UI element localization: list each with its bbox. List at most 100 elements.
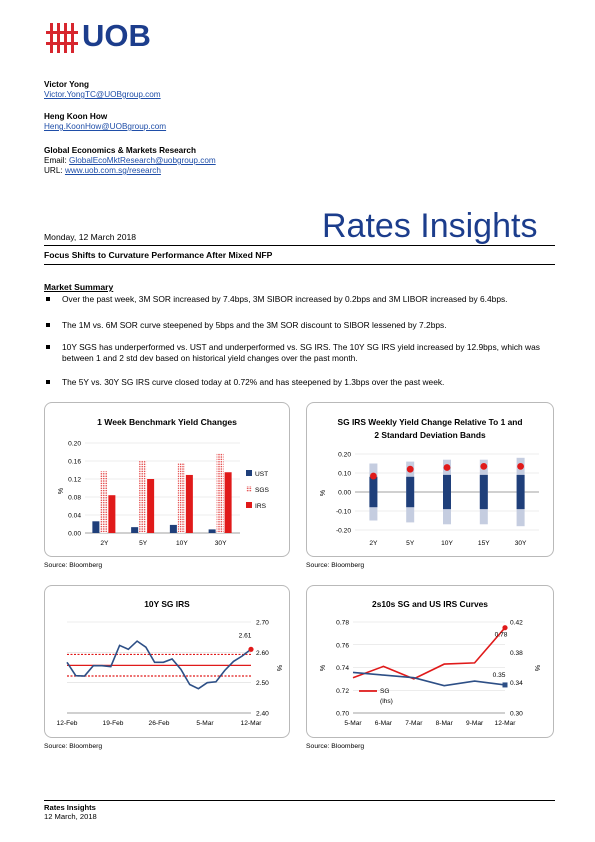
y-tick-label: -0.20 xyxy=(336,528,351,535)
footer-title: Rates Insights xyxy=(44,803,96,812)
last-point-sg xyxy=(502,625,508,631)
y-tick-label: 0.20 xyxy=(338,452,351,459)
last-point-us xyxy=(502,682,508,688)
subtitle-rule xyxy=(44,264,555,265)
x-tick-label: 9-Mar xyxy=(466,720,484,727)
y-tick-label: 2.70 xyxy=(256,620,269,627)
band-1sd xyxy=(479,474,488,510)
benchmark-yield-svg: 1 Week Benchmark Yield Changes 0.00 0.04 0.… xyxy=(58,417,270,547)
x-tick-label: 30Y xyxy=(215,540,227,547)
bullet-text: Over the past week, 3M SOR increased by … xyxy=(62,294,508,304)
author-name: Heng Koon How xyxy=(44,112,108,121)
author-email-link[interactable]: Victor.YongTC@UOBgroup.com xyxy=(44,90,161,99)
chart-title: 10Y SG IRS xyxy=(144,599,190,609)
url-label: URL: xyxy=(44,166,65,175)
2s10s-svg: 2s10s SG and US IRS Curves 0.70 0.72 0.74 0.… xyxy=(320,599,540,727)
source-note: Source: Bloomberg xyxy=(306,743,365,750)
x-tick-label: 19-Feb xyxy=(103,720,124,727)
bar-ust xyxy=(169,524,177,533)
irs-series-line xyxy=(66,640,252,690)
chart-irs-bands: SG IRS Weekly Yield Change Relative To 1… xyxy=(306,402,554,557)
title-rule xyxy=(44,245,555,246)
summary-heading: Market Summary xyxy=(44,282,114,292)
yield-change-point xyxy=(370,472,377,480)
y-tick-label: 0.00 xyxy=(68,531,81,538)
summary-bullet: Over the past week, 3M SOR increased by … xyxy=(44,294,554,305)
y-tick-label-left: 0.74 xyxy=(336,665,349,672)
chart-title: 1 Week Benchmark Yield Changes xyxy=(97,417,237,427)
bar-irs xyxy=(185,474,193,533)
x-tick-label: 5Y xyxy=(139,540,148,547)
bar-ust xyxy=(208,529,216,533)
legend-swatch xyxy=(246,502,252,508)
bar-irs xyxy=(108,495,116,533)
bar-irs xyxy=(147,479,155,533)
x-tick-label: 5Y xyxy=(406,540,415,547)
y-tick-label: 0.08 xyxy=(68,495,81,502)
legend-label: UST xyxy=(255,471,268,478)
source-note: Source: Bloomberg xyxy=(44,562,103,569)
x-tick-label: 12-Mar xyxy=(241,720,263,727)
series-line-us xyxy=(352,671,506,687)
footer-rule xyxy=(44,800,555,801)
x-tick-label: 5-Mar xyxy=(196,720,214,727)
band-1sd xyxy=(516,474,525,510)
x-tick-label: 5-Mar xyxy=(344,720,362,727)
y-tick-label: 2.40 xyxy=(256,711,269,718)
y-axis-label: % xyxy=(58,488,65,494)
dept-name: Global Economics & Markets Research xyxy=(44,146,196,155)
band-1sd xyxy=(369,476,378,508)
legend-swatch xyxy=(246,486,252,492)
bullet-text: The 1M vs. 6M SOR curve steepened by 5bp… xyxy=(62,320,447,330)
y-tick-label: -0.10 xyxy=(336,509,351,516)
bar-ust xyxy=(131,527,139,533)
x-tick-label: 8-Mar xyxy=(436,720,454,727)
y-tick-label: 2.60 xyxy=(256,650,269,657)
bar-sgs xyxy=(139,460,147,533)
bullet-text: The 5Y vs. 30Y SG IRS curve closed today… xyxy=(62,377,445,387)
legend-label: (lhs) xyxy=(380,698,393,705)
x-tick-label: 12-Mar xyxy=(495,720,517,727)
author-email-link[interactable]: Heng.KoonHow@UOBgroup.com xyxy=(44,122,167,131)
chart-title: SG IRS Weekly Yield Change Relative To 1… xyxy=(338,417,523,427)
bullet-icon xyxy=(46,380,50,384)
bar-sgs xyxy=(177,463,185,533)
email-label: Email: xyxy=(44,156,70,165)
y-axis-label-right: % xyxy=(533,665,540,671)
y-axis-label: % xyxy=(320,490,327,496)
chart-10y-irs: 10Y SG IRS 2.40 2.50 2.60 2.70% 12-Feb 19-Feb 2… xyxy=(44,585,290,738)
x-tick-label: 26-Feb xyxy=(149,720,170,727)
y-tick-label-left: 0.70 xyxy=(336,711,349,718)
bullet-icon xyxy=(46,297,50,301)
dept-url-link[interactable]: www.uob.com.sg/research xyxy=(64,166,161,175)
legend-label: SG xyxy=(380,688,390,695)
author-name: Victor Yong xyxy=(44,80,90,89)
uob-logo: UOB xyxy=(44,18,174,54)
bullet-text: 10Y SGS has underperformed vs. UST and u… xyxy=(62,342,540,363)
y-tick-label: 0.20 xyxy=(68,441,81,448)
y-tick-label: 2.50 xyxy=(256,680,269,687)
y-tick-label: 0.10 xyxy=(338,471,351,478)
bar-sgs xyxy=(216,453,224,533)
irs-bands-svg: SG IRS Weekly Yield Change Relative To 1… xyxy=(320,417,539,547)
x-tick-label: 12-Feb xyxy=(57,720,78,727)
y-axis-label: % xyxy=(275,665,282,671)
uob-logo-icon xyxy=(46,23,78,53)
y-tick-label: 0.12 xyxy=(68,477,81,484)
dept-email-link[interactable]: GlobalEcoMktResearch@uobgroup.com xyxy=(69,156,216,165)
logo-text: UOB xyxy=(82,18,151,53)
author-2: Heng Koon How Heng.KoonHow@UOBgroup.com xyxy=(44,112,166,132)
y-tick-label: 0.04 xyxy=(68,513,81,520)
y-tick-label: 0.16 xyxy=(68,459,81,466)
y-tick-label-left: 0.76 xyxy=(336,642,349,649)
x-tick-label: 6-Mar xyxy=(375,720,393,727)
summary-bullet: The 5Y vs. 30Y SG IRS curve closed today… xyxy=(44,377,554,388)
series-line-sg xyxy=(352,627,506,680)
x-tick-label: 10Y xyxy=(176,540,188,547)
legend-swatch xyxy=(246,470,252,476)
chart-title: 2 Standard Deviation Bands xyxy=(374,430,486,440)
y-tick-label-left: 0.78 xyxy=(336,620,349,627)
source-note: Source: Bloomberg xyxy=(306,562,365,569)
summary-bullet: The 1M vs. 6M SOR curve steepened by 5bp… xyxy=(44,320,554,331)
last-value-label: 2.61 xyxy=(239,632,252,639)
